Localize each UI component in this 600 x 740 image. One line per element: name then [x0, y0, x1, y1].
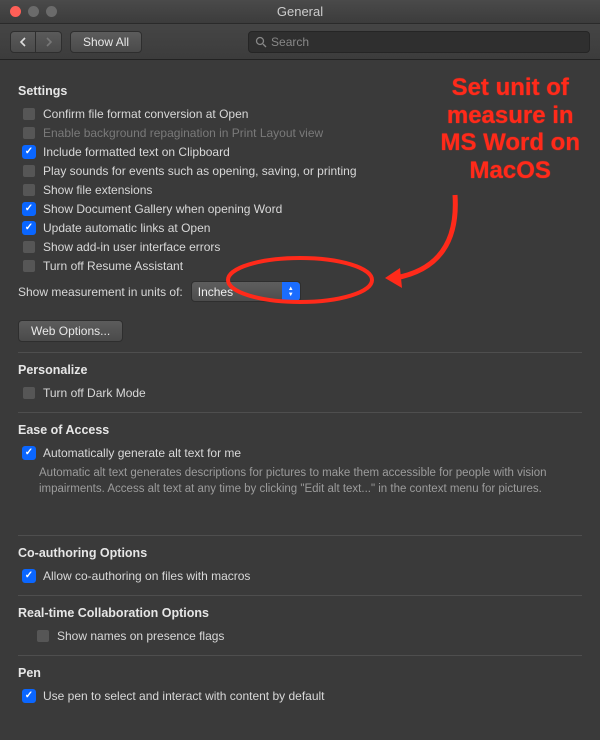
checkbox[interactable]: [22, 221, 36, 235]
option-label: Show file extensions: [43, 183, 152, 197]
option-label: Confirm file format conversion at Open: [43, 107, 248, 121]
checkbox[interactable]: [22, 259, 36, 273]
checkbox[interactable]: [22, 107, 36, 121]
toolbar: Show All: [0, 24, 600, 60]
option-row: Turn off Dark Mode: [22, 383, 582, 402]
section-realtime: Real-time Collaboration Options: [18, 606, 582, 620]
checkbox: [22, 126, 36, 140]
measure-row: Show measurement in units of: Inches ▲▼: [18, 281, 582, 302]
option-label: Turn off Resume Assistant: [43, 259, 183, 273]
divider: [18, 352, 582, 353]
option-label: Play sounds for events such as opening, …: [43, 164, 357, 178]
option-row: Automatically generate alt text for me: [22, 443, 582, 462]
window-title: General: [0, 4, 600, 19]
checkbox[interactable]: [22, 386, 36, 400]
option-label: Show add-in user interface errors: [43, 240, 220, 254]
checkbox[interactable]: [22, 569, 36, 583]
annotation-text: Set unit of measure in MS Word on MacOS: [440, 74, 580, 184]
option-label: Automatically generate alt text for me: [43, 446, 241, 460]
checkbox[interactable]: [22, 202, 36, 216]
checkbox[interactable]: [36, 629, 50, 643]
measure-value: Inches: [198, 285, 233, 299]
option-row: Show add-in user interface errors: [22, 237, 582, 256]
checkbox[interactable]: [22, 145, 36, 159]
option-label: Use pen to select and interact with cont…: [43, 689, 325, 703]
divider: [18, 595, 582, 596]
divider: [18, 412, 582, 413]
forward-button[interactable]: [36, 31, 62, 53]
option-label: Allow co-authoring on files with macros: [43, 569, 250, 583]
section-coauth: Co-authoring Options: [18, 546, 582, 560]
option-row: Allow co-authoring on files with macros: [22, 566, 582, 585]
checkbox[interactable]: [22, 240, 36, 254]
section-pen: Pen: [18, 666, 582, 680]
search-input[interactable]: [271, 35, 583, 49]
checkbox[interactable]: [22, 164, 36, 178]
option-row: Show names on presence flags: [36, 626, 582, 645]
measure-label: Show measurement in units of:: [18, 285, 183, 299]
titlebar: General: [0, 0, 600, 24]
divider: [18, 535, 582, 536]
ease-list: Automatically generate alt text for me: [22, 443, 582, 462]
realtime-list: Show names on presence flags: [36, 626, 582, 645]
option-label: Show names on presence flags: [57, 629, 224, 643]
checkbox[interactable]: [22, 689, 36, 703]
measure-select[interactable]: Inches ▲▼: [191, 281, 301, 302]
coauth-list: Allow co-authoring on files with macros: [22, 566, 582, 585]
section-personalize: Personalize: [18, 363, 582, 377]
option-label: Update automatic links at Open: [43, 221, 210, 235]
section-ease: Ease of Access: [18, 423, 582, 437]
chevron-updown-icon: ▲▼: [282, 282, 300, 301]
web-options-button[interactable]: Web Options...: [18, 320, 123, 342]
option-label: Turn off Dark Mode: [43, 386, 146, 400]
personalize-list: Turn off Dark Mode: [22, 383, 582, 402]
show-all-button[interactable]: Show All: [70, 31, 142, 53]
back-button[interactable]: [10, 31, 36, 53]
option-row: Update automatic links at Open: [22, 218, 582, 237]
option-row: Use pen to select and interact with cont…: [22, 686, 582, 705]
pen-list: Use pen to select and interact with cont…: [22, 686, 582, 705]
checkbox[interactable]: [22, 446, 36, 460]
search-field[interactable]: [248, 31, 590, 53]
option-row: Turn off Resume Assistant: [22, 256, 582, 275]
ease-helptext: Automatic alt text generates description…: [39, 466, 582, 497]
nav-segment: [10, 31, 62, 53]
option-label: Include formatted text on Clipboard: [43, 145, 230, 159]
search-icon: [255, 36, 267, 48]
divider: [18, 655, 582, 656]
option-label: Enable background repagination in Print …: [43, 126, 323, 140]
option-label: Show Document Gallery when opening Word: [43, 202, 282, 216]
checkbox[interactable]: [22, 183, 36, 197]
option-row: Show Document Gallery when opening Word: [22, 199, 582, 218]
